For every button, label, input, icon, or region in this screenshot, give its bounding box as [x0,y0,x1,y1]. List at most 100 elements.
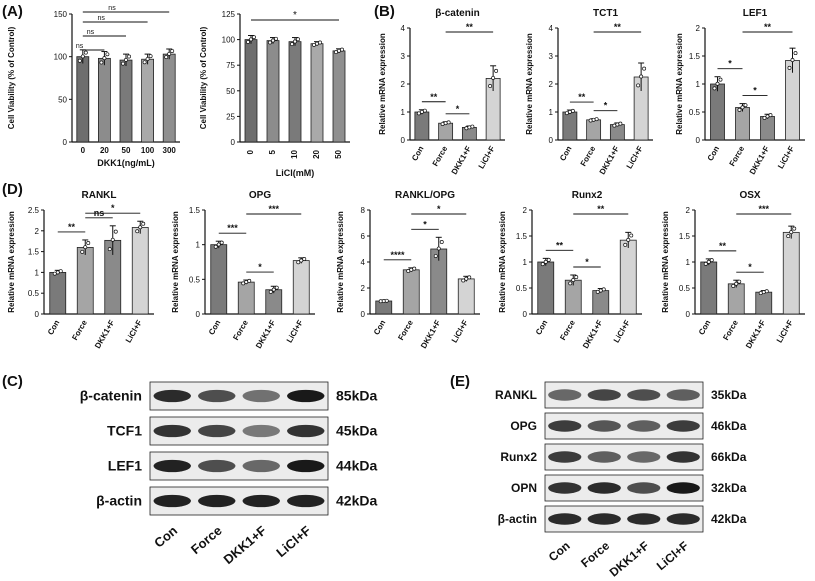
y-axis-label: Relative mRNA expression [336,211,345,313]
data-point [271,287,276,292]
y-tick-label: 3 [401,52,406,61]
blot-band [153,424,191,438]
data-point [110,237,115,242]
blot-band [198,494,236,508]
chart-a1: 0 50 100 150 0 20 50 100 300 Cell Viability (% of… [7,5,180,168]
data-point [412,266,417,271]
bar [244,39,258,143]
data-point [488,84,493,88]
blot-kda-label: 85kDa [336,388,377,404]
bar [288,41,302,143]
x-tick-label: Force [721,318,740,342]
bar [586,119,602,141]
data-point [787,65,792,70]
sig-label: * [748,262,752,272]
data-point [293,39,297,44]
blot-band [548,420,582,432]
data-point [296,260,301,265]
y-tick-label: 0 [401,136,406,145]
y-tick-label: 0 [196,310,201,319]
blot-band [287,494,325,508]
data-point [491,75,496,80]
data-point [712,86,717,91]
data-point [570,108,575,113]
panel-label-d: (D) [2,181,23,198]
sig-label: ns [76,43,84,50]
x-tick-label: LiCl+F [612,318,632,344]
data-point [340,47,344,52]
x-tick-label: Force [70,318,89,342]
blot-lane-label: Force [578,538,612,570]
blot-protein-label: OPG [510,419,537,433]
y-tick-label: 0 [523,310,528,319]
bar [727,283,745,315]
y-axis-label: Relative mRNA expression [171,211,180,313]
data-point [764,289,769,294]
blot-lane-label: Con [546,539,573,565]
data-point [762,115,767,120]
blot-band [198,424,236,438]
chart-b2: 0 1 2 3 4 Con Force DKK1+F LiCl+F TCT1 Relative mR… [525,8,653,176]
y-tick-label: 2 [696,24,701,33]
sig-label: *** [227,223,238,233]
data-point [467,275,472,280]
data-point [543,259,548,264]
data-point [252,35,256,40]
x-axis-label: LiCl(mM) [276,168,315,178]
x-tick-label: LiCl+F [477,144,497,170]
blot-band [666,420,700,432]
panel-label-c: (C) [2,373,23,390]
data-point [167,51,172,56]
blot-protein-label: RANKL [495,388,537,402]
panel-label-e: (E) [450,373,470,390]
blot-band [666,389,700,401]
y-axis-label: Relative mRNA expression [498,211,507,313]
data-point [737,279,742,284]
data-point [148,54,153,59]
x-tick-label: DKK1+F [450,144,474,176]
bar [609,124,625,141]
blot-band [627,451,661,463]
data-point [268,289,273,294]
chart-title: Runx2 [572,190,603,201]
blot-band [548,451,582,463]
data-point [439,240,444,244]
data-point [135,229,140,234]
bar [131,227,149,315]
x-tick-label: Force [396,318,415,342]
data-point [703,261,708,266]
blot-protein-label: OPN [511,481,537,495]
bar [49,271,67,315]
data-point [623,242,628,247]
bar [310,43,324,143]
sig-label: ns [108,5,116,12]
blot-panel-e: RANKL 35kDa OPG 46kDa Runx2 66kDa OPN 32kDa β-ac… [495,381,747,580]
data-point [540,262,545,267]
y-tick-label: 1.5 [28,248,40,257]
blot-band [627,420,661,432]
chart-d5: 0 0.5 1 1.5 2 Con Force DKK1+F LiCl+F OSX Relative… [661,190,805,350]
blot-band [287,389,325,403]
data-point [790,58,795,62]
y-tick-label: 50 [58,95,67,104]
y-tick-label: 1.5 [516,232,528,241]
x-tick-label: 10 [290,149,299,158]
x-tick-label: 20 [312,149,321,158]
y-tick-label: 1 [35,268,40,277]
blot-kda-label: 45kDa [336,423,377,439]
data-point [127,54,131,59]
x-tick-label: DKK1+F [93,318,117,350]
data-point [107,247,112,252]
y-axis-label: Relative mRNA expression [661,211,670,313]
blot-lane-label: DKK1+F [607,539,652,580]
data-point [436,246,441,251]
bar [332,50,346,143]
blot-kda-label: 32kDa [711,481,747,495]
x-tick-label: Force [579,144,598,168]
blot-band [548,482,582,494]
data-point [601,287,606,292]
x-tick-label: 100 [141,146,155,155]
y-tick-label: 125 [222,10,236,19]
sig-label: * [437,204,441,214]
